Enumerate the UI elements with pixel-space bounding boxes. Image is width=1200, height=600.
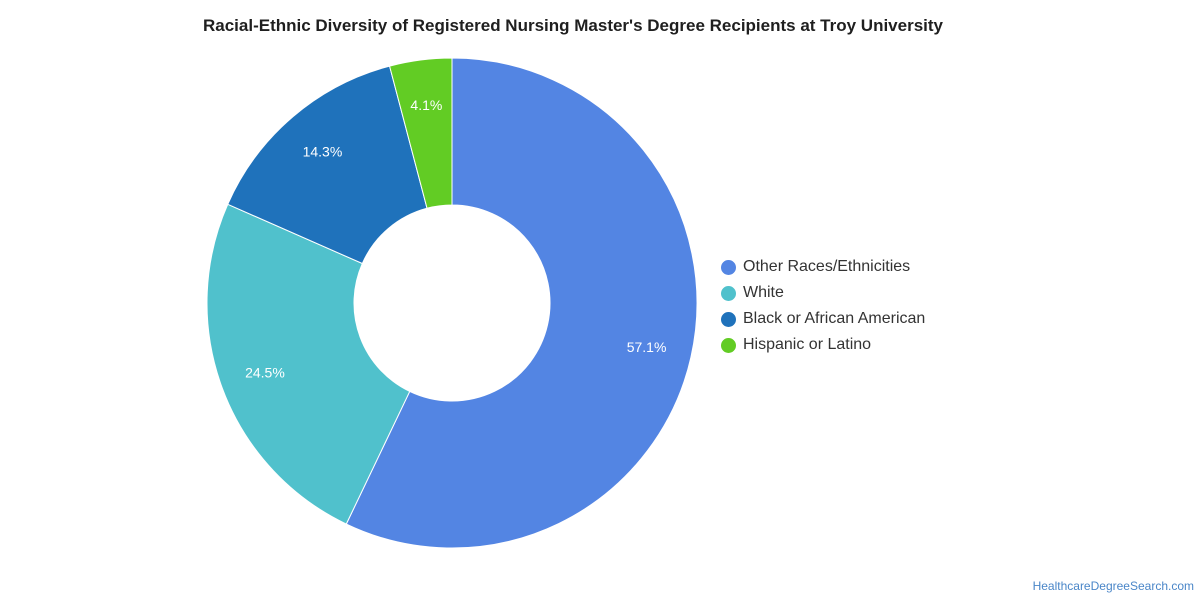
slice-hispanic[interactable] [388,57,453,209]
legend: Other Races/Ethnicities White Black or A… [721,254,925,358]
legend-item-white[interactable]: White [721,280,925,306]
chart-title: Racial-Ethnic Diversity of Registered Nu… [202,16,943,35]
legend-label-hispanic: Hispanic or Latino [743,336,872,353]
legend-swatch-white [721,285,736,301]
slice-black[interactable] [227,65,428,265]
slice-other-races[interactable] [345,57,698,549]
slice-label-white: 24.5% [245,364,285,380]
source-credit[interactable]: HealthcareDegreeSearch.com [1032,579,1194,593]
legend-item-other-races[interactable]: Other Races/Ethnicities [721,254,925,280]
legend-label-other-races: Other Races/Ethnicities [743,258,911,275]
legend-item-black[interactable]: Black or African American [721,306,925,332]
slices-group [206,57,698,549]
legend-item-hispanic[interactable]: Hispanic or Latino [721,332,925,358]
slice-label-other-races: 57.1% [627,339,667,355]
slice-label-hispanic: 4.1% [410,97,442,113]
legend-swatch-other-races [721,259,736,275]
legend-swatch-black [721,311,736,327]
legend-label-white: White [743,284,784,301]
slice-label-black: 14.3% [303,143,343,159]
slice-labels-group: 57.1% 24.5% 14.3% 4.1% [245,97,666,380]
legend-label-black: Black or African American [743,310,926,327]
legend-swatch-hispanic [721,337,736,353]
slice-white[interactable] [206,203,411,525]
